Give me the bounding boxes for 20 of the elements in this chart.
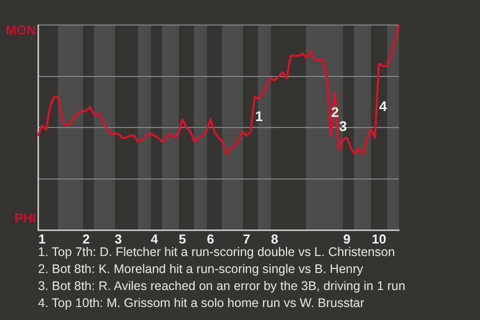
annotation: 2 (331, 104, 340, 120)
x-tick-label: 6 (206, 231, 214, 246)
x-tick-label: 2 (82, 231, 90, 246)
x-tick-label: 3 (114, 231, 122, 246)
annotation: 3 (339, 118, 348, 134)
text: 1. Top 7th: D. Fletcher hit a run-scoring double vs L. Christenson (38, 244, 396, 261)
x-tick-label: 9 (343, 231, 350, 246)
x-tick-label: 4 (150, 231, 159, 246)
text: 4. Top 10th: M. Grissom hit a solo home run vs W. Brusstar (38, 295, 366, 312)
x-tick-label: 8 (271, 231, 278, 246)
text: MON (6, 22, 36, 38)
x-tick-label: 10 (372, 231, 386, 246)
text: 2. Bot 8th: K. Moreland hit a run-scoring single vs B. Henry (38, 261, 364, 278)
x-tick-label: 7 (242, 231, 250, 246)
annotation: 4 (379, 98, 388, 114)
x-tick-label: 1 (38, 231, 46, 246)
x-tick-label: 5 (178, 231, 186, 246)
text: PHI (14, 210, 36, 226)
annotation: 1 (255, 108, 264, 124)
text: 3. Bot 8th: R. Aviles reached on an error by the 3B, driving in 1 run (38, 278, 406, 295)
